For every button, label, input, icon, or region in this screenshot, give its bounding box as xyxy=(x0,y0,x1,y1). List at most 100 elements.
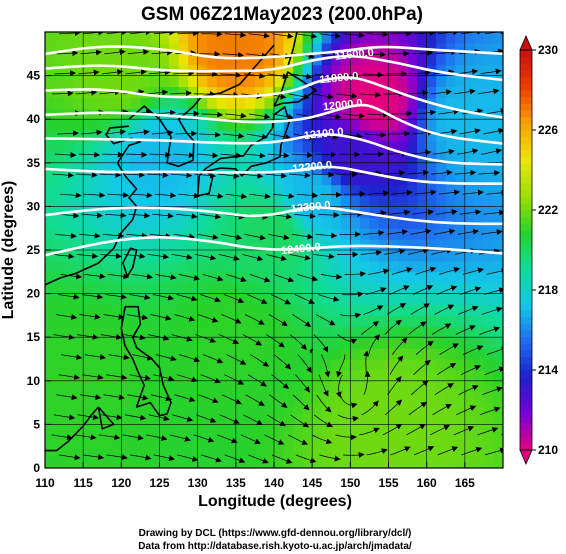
field-cell xyxy=(254,151,266,164)
field-cell xyxy=(54,282,65,295)
field-cell xyxy=(302,97,313,109)
field-cell xyxy=(493,141,503,153)
field-cell xyxy=(169,402,180,415)
field-cell xyxy=(54,250,65,262)
field-cell xyxy=(54,239,65,251)
field-cell xyxy=(388,97,399,109)
streamline xyxy=(81,293,104,300)
streamline xyxy=(264,434,285,445)
field-cell xyxy=(455,141,466,153)
field-cell xyxy=(274,359,285,371)
streamline xyxy=(412,209,435,216)
field-cell xyxy=(140,457,151,468)
streamline xyxy=(54,70,77,77)
field-cell xyxy=(188,304,199,316)
streamline xyxy=(104,49,126,56)
streamline xyxy=(147,172,169,179)
field-cell xyxy=(493,380,503,393)
field-cell xyxy=(207,348,218,360)
field-cell xyxy=(274,108,285,120)
y-tick-label: 35 xyxy=(27,156,41,170)
field-cell xyxy=(378,457,390,468)
colorbar-segment xyxy=(520,436,532,444)
field-cell xyxy=(130,293,142,306)
field-cell xyxy=(388,151,399,164)
field-cell xyxy=(73,402,84,415)
field-cell xyxy=(455,42,466,55)
streamline xyxy=(461,446,483,456)
colorbar-segment xyxy=(520,236,532,244)
field-cell xyxy=(45,457,56,468)
field-cell xyxy=(83,86,94,98)
field-cell xyxy=(455,413,466,425)
field-cell xyxy=(445,195,456,207)
field-cell xyxy=(216,348,227,360)
streamline xyxy=(176,294,198,302)
field-cell xyxy=(73,315,84,327)
field-cell xyxy=(283,369,294,382)
field-cell xyxy=(369,326,380,338)
streamline xyxy=(172,70,195,77)
field-cell xyxy=(426,271,437,284)
field-cell xyxy=(178,228,189,240)
field-cell xyxy=(455,130,466,142)
field-cell xyxy=(302,424,313,436)
field-cell xyxy=(102,53,113,66)
field-cell xyxy=(254,369,266,382)
field-cell xyxy=(188,195,199,207)
streamline xyxy=(335,434,357,441)
field-cell xyxy=(417,446,428,458)
field-cell xyxy=(245,42,256,55)
field-cell xyxy=(293,206,304,218)
field-cell xyxy=(64,380,75,393)
field-cell xyxy=(445,184,456,197)
field-cell xyxy=(45,293,56,306)
field-cell xyxy=(293,326,304,338)
colorbar-segment xyxy=(520,270,532,278)
field-cell xyxy=(274,293,285,306)
field-cell xyxy=(178,304,189,316)
field-cell xyxy=(130,260,142,273)
field-cell xyxy=(464,206,475,218)
field-cell xyxy=(378,173,390,186)
field-cell xyxy=(159,271,170,284)
field-cell xyxy=(274,271,285,284)
field-cell xyxy=(283,151,294,164)
field-cell xyxy=(73,151,84,164)
field-cell xyxy=(178,424,189,436)
field-cell xyxy=(188,413,199,425)
colorbar-segment xyxy=(520,370,532,378)
field-cell xyxy=(169,173,180,186)
field-cell xyxy=(235,304,246,316)
field-cell xyxy=(359,53,371,66)
field-cell xyxy=(274,217,285,229)
streamline xyxy=(218,254,240,261)
streamline xyxy=(154,109,176,116)
field-cell xyxy=(340,195,351,207)
field-cell xyxy=(226,86,237,98)
field-cell xyxy=(378,326,390,338)
field-cell xyxy=(407,446,418,458)
field-cell xyxy=(188,293,199,306)
field-cell xyxy=(159,337,170,349)
streamline xyxy=(108,354,130,361)
field-cell xyxy=(149,86,161,98)
field-cell xyxy=(388,228,399,240)
streamline xyxy=(288,434,309,445)
streamline xyxy=(220,71,242,78)
streamline xyxy=(104,129,127,136)
streamline xyxy=(456,405,477,416)
colorbar-segment xyxy=(520,103,532,111)
streamline xyxy=(312,171,335,178)
field-cell xyxy=(178,239,189,251)
field-cell xyxy=(340,424,351,436)
field-cell xyxy=(398,97,409,109)
field-cell xyxy=(197,97,208,109)
field-cell xyxy=(130,173,142,186)
field-cell xyxy=(340,228,351,240)
y-tick-label: 20 xyxy=(27,287,41,301)
field-cell xyxy=(378,64,390,77)
field-cell xyxy=(169,348,180,360)
field-cell xyxy=(274,457,285,468)
streamline xyxy=(292,314,312,327)
